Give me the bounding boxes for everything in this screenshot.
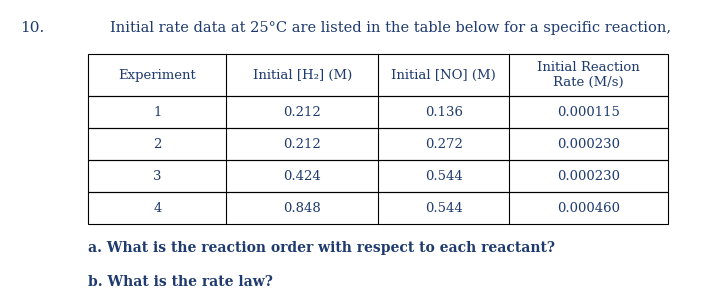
Bar	[88, 192, 668, 224]
Text: 3: 3	[153, 170, 162, 183]
Text: a. What is the reaction order with respect to each reactant?: a. What is the reaction order with respe…	[88, 241, 556, 255]
Text: 0.000115: 0.000115	[557, 106, 620, 118]
Text: 0.212: 0.212	[284, 138, 321, 151]
Bar	[88, 54, 668, 96]
Bar	[88, 160, 668, 192]
Text: Initial rate data at 25°C are listed in the table below for a specific reaction,: Initial rate data at 25°C are listed in …	[110, 21, 671, 35]
Text: 2: 2	[153, 138, 161, 151]
Text: Initial [H₂] (M): Initial [H₂] (M)	[252, 68, 352, 82]
Text: 0.212: 0.212	[284, 106, 321, 118]
Text: 10.: 10.	[20, 21, 44, 35]
Text: 0.544: 0.544	[425, 170, 462, 183]
Text: Initial [NO] (M): Initial [NO] (M)	[391, 68, 496, 82]
Text: 0.544: 0.544	[425, 202, 462, 215]
Text: 4: 4	[153, 202, 161, 215]
Text: Initial Reaction
Rate (M/s): Initial Reaction Rate (M/s)	[537, 61, 640, 89]
Text: 0.848: 0.848	[284, 202, 321, 215]
Text: b. What is the rate law?: b. What is the rate law?	[88, 275, 273, 290]
Text: 0.000460: 0.000460	[557, 202, 620, 215]
Bar	[88, 128, 668, 160]
Text: 0.136: 0.136	[425, 106, 462, 118]
Text: 0.000230: 0.000230	[557, 138, 620, 151]
Bar	[88, 96, 668, 128]
Text: 1: 1	[153, 106, 161, 118]
Text: 0.272: 0.272	[425, 138, 462, 151]
Text: 0.000230: 0.000230	[557, 170, 620, 183]
Text: 0.424: 0.424	[284, 170, 321, 183]
Text: Experiment: Experiment	[119, 68, 196, 82]
